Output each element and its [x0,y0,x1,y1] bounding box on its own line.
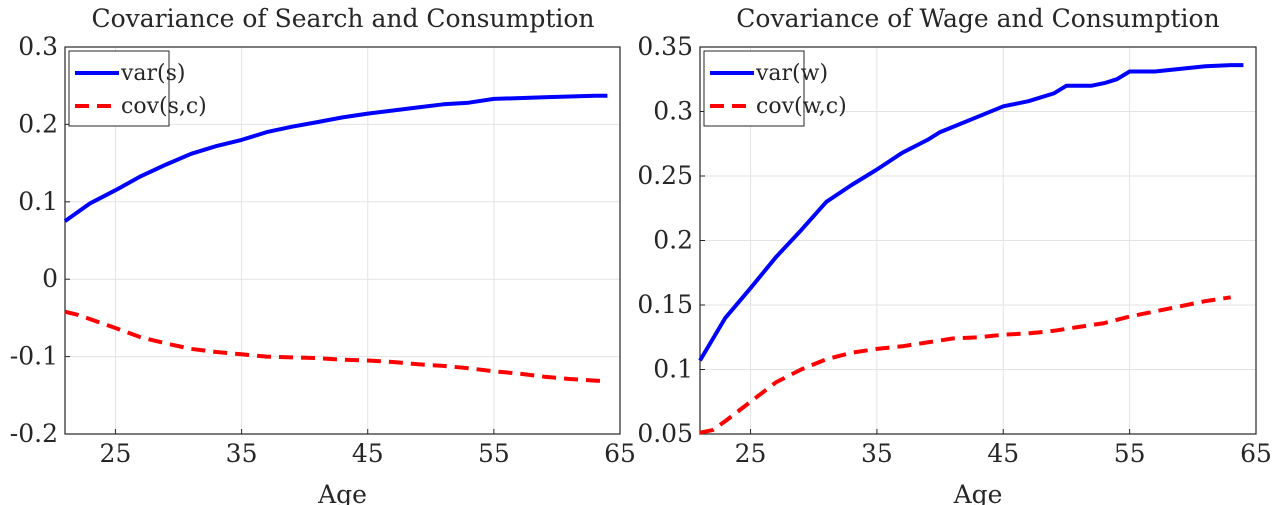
x-tick-label: 45 [987,439,1019,468]
x-tick-label: 65 [1240,439,1272,468]
y-tick-label: 0.1 [18,187,58,216]
legend: var(s) cov(s,c) [68,50,207,127]
chart-title: Covariance of Search and Consumption [91,4,594,33]
chart-panel-2: 25 35 45 55 65 0.05 0.1 0.15 0.2 0.25 0.3 0.35 Covar… [637,4,1272,505]
x-tick-label: 35 [226,439,258,468]
legend-box [703,50,805,127]
legend-label: cov(s,c) [121,94,207,119]
x-axis-label: Age [953,480,1003,505]
y-tick-label: 0.2 [18,109,58,138]
y-tick-label: -0.1 [10,342,58,371]
y-tick-label: 0.35 [637,32,693,61]
x-tick-label: 55 [478,439,510,468]
legend-label: var(w) [755,61,828,86]
y-tick-label: 0.15 [637,290,693,319]
series-line-var(s) [63,93,608,223]
y-tick-label: 0.25 [637,161,693,190]
series-line-cov(w,c) [699,295,1231,435]
legend-label: cov(w,c) [756,94,847,119]
legend-label: var(s) [120,61,186,86]
y-tick-label: 0.3 [18,32,58,61]
y-tick-label: 0.05 [637,419,693,448]
series-line-var(w) [698,63,1244,362]
series-line-cov(s,c) [64,309,608,384]
x-tick-label: 65 [604,439,636,468]
y-tick-label: 0.1 [653,355,693,384]
y-tick-label: 0.3 [653,97,693,126]
axes-box [64,46,621,435]
x-tick-label: 25 [735,439,767,468]
x-tick-label: 55 [1114,439,1146,468]
chart-panel-1: 25 35 45 55 65 -0.2 -0.1 0 0.1 0.2 0.3 Covariance o… [10,4,636,505]
y-tick-label: 0.2 [653,226,693,255]
legend: var(w) cov(w,c) [703,50,847,127]
x-tick-label: 25 [100,439,132,468]
x-axis-label: Age [317,480,367,505]
y-tick-label: 0 [42,264,58,293]
chart-title: Covariance of Wage and Consumption [736,4,1219,33]
legend-box [68,50,170,127]
x-tick-label: 45 [352,439,384,468]
y-tick-label: -0.2 [10,419,58,448]
x-tick-label: 35 [861,439,893,468]
